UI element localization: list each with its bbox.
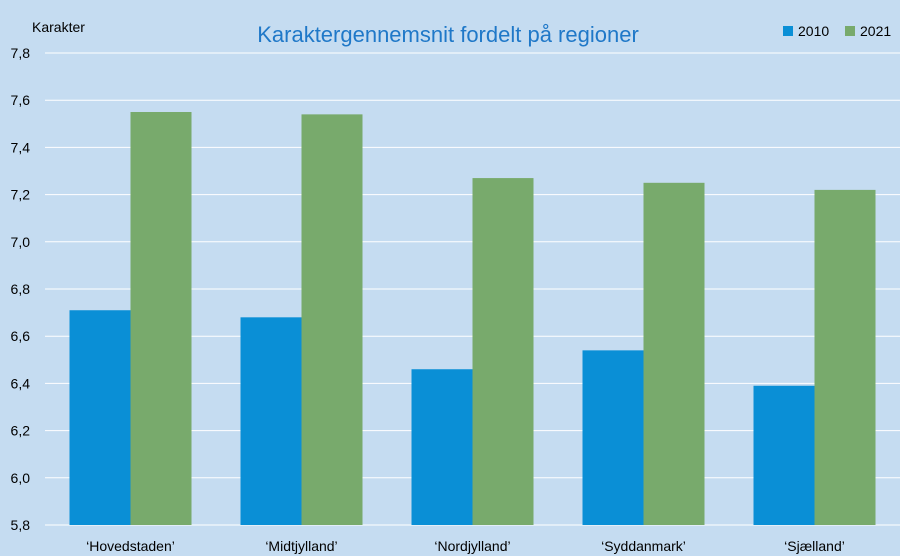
y-tick-label: 6,8	[11, 281, 31, 297]
bar-2021	[472, 178, 534, 525]
x-category-label: ‘Hovedstaden’	[86, 538, 175, 554]
bar-2010	[411, 369, 473, 525]
bar-2021	[130, 112, 192, 525]
legend-label-2010: 2010	[798, 23, 829, 39]
y-tick-label: 7,2	[11, 187, 31, 203]
bar-2010	[69, 310, 131, 525]
x-category-label: ‘Midtjylland’	[265, 538, 337, 554]
x-category-label: ‘Syddanmark’	[601, 538, 686, 554]
y-tick-label: 7,0	[11, 234, 31, 250]
legend-label-2021: 2021	[860, 23, 891, 39]
legend-swatch-2010	[783, 26, 793, 36]
bar-2021	[643, 182, 705, 526]
bar-2021	[301, 114, 363, 526]
y-tick-label: 7,8	[11, 45, 31, 61]
x-category-label: ‘Nordjylland’	[434, 538, 510, 554]
y-tick-label: 6,0	[11, 470, 31, 486]
bar-2021	[814, 189, 876, 525]
legend-swatch-2021	[845, 26, 855, 36]
bar-2010	[582, 350, 644, 525]
x-category-label: ‘Sjælland’	[784, 538, 845, 554]
legend: 2010 2021	[783, 23, 891, 39]
y-tick-label: 7,6	[11, 92, 31, 108]
y-tick-label: 6,2	[11, 423, 31, 439]
y-tick-label: 7,4	[11, 139, 31, 155]
y-tick-label: 6,6	[11, 328, 31, 344]
bar-2010	[240, 317, 302, 525]
bar-2010	[753, 385, 815, 525]
y-axis-label: Karakter	[32, 19, 85, 35]
y-tick-label: 5,8	[11, 517, 31, 533]
chart-title: Karaktergennemsnit fordelt på regioner	[257, 22, 639, 47]
y-tick-label: 6,4	[11, 375, 31, 391]
